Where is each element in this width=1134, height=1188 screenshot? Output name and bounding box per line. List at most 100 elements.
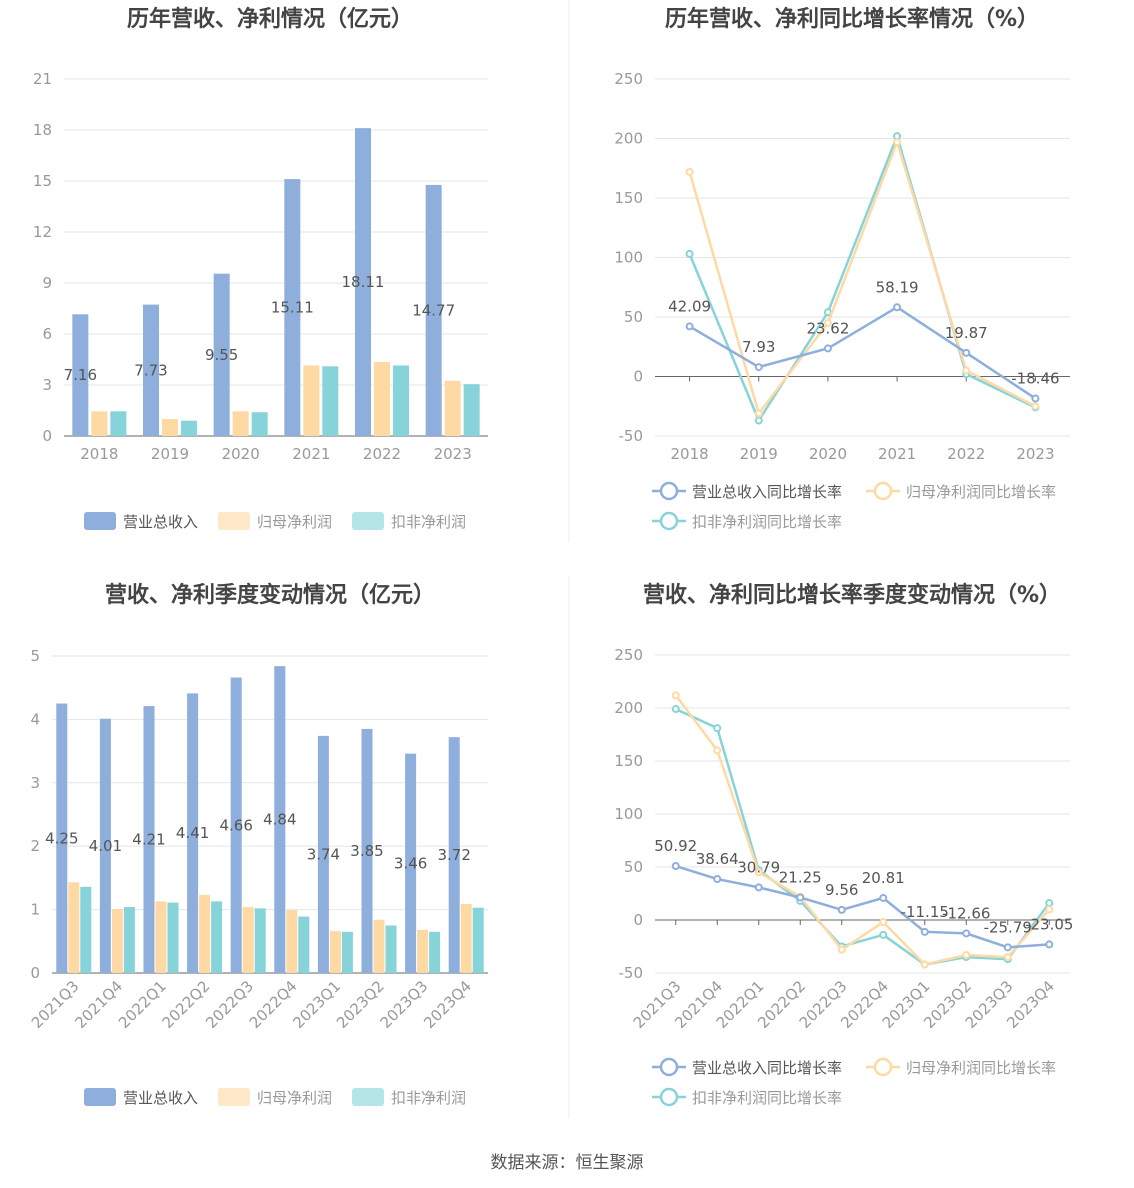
bar (303, 365, 320, 436)
legend-item: 扣非净利润同比增长率 (652, 1087, 842, 1107)
line-point (796, 893, 805, 902)
line-point (1003, 943, 1012, 952)
x-tick-label: 2022 (947, 445, 985, 463)
legend-swatch (84, 1088, 116, 1106)
y-tick-label: 100 (614, 805, 643, 823)
y-tick-label: 18 (33, 121, 52, 139)
line-point (754, 416, 763, 425)
bar (80, 886, 92, 973)
x-tick-label: 2022 (363, 445, 401, 463)
data-label: 15.11 (271, 299, 314, 317)
line-point (754, 409, 763, 418)
line-point (685, 167, 694, 176)
legend-item: 扣非净利润 (352, 512, 466, 531)
legend-swatch (352, 1088, 384, 1106)
bar (355, 128, 371, 436)
data-label: 7.16 (64, 366, 97, 384)
bar (211, 901, 223, 973)
bar (187, 693, 199, 973)
line-point (962, 950, 971, 959)
data-label: -25.79 (984, 918, 1032, 936)
x-tick-label: 2019 (151, 445, 189, 463)
legend-item: 扣非净利润同比增长率 (652, 511, 842, 531)
series-line (674, 694, 1051, 966)
legend-label: 扣非净利润同比增长率 (692, 513, 842, 531)
line-point (713, 724, 722, 733)
data-label: 30.79 (737, 858, 780, 876)
data-label: 7.93 (742, 338, 775, 356)
y-tick-label: 0 (30, 964, 40, 982)
legend-item: 扣非净利润 (352, 1088, 466, 1107)
x-tick-label: 2020 (809, 445, 847, 463)
line-point (1031, 394, 1040, 403)
data-label: 4.84 (263, 811, 296, 829)
x-tick-label: 2023 (434, 445, 472, 463)
legend-swatch-marker (873, 481, 893, 501)
y-tick-label: 150 (614, 752, 643, 770)
data-label: 9.56 (825, 881, 858, 899)
y-tick-label: 1 (30, 901, 40, 919)
line-point (754, 363, 763, 372)
y-tick-label: 4 (30, 710, 40, 728)
bar (251, 412, 268, 436)
data-label: 4.01 (89, 837, 122, 855)
line-point (671, 862, 680, 871)
line-point (1045, 899, 1054, 908)
data-label: 4.41 (176, 824, 209, 842)
legend-label: 营业总收入 (123, 513, 198, 531)
line-point (893, 303, 902, 312)
bar (448, 737, 460, 973)
legend-label: 归母净利润同比增长率 (906, 1059, 1056, 1077)
line-point (713, 746, 722, 755)
bar (181, 420, 197, 436)
bar (274, 666, 286, 973)
line-point (837, 905, 846, 914)
x-tick-label: 2021Q4 (71, 977, 126, 1032)
line-point (1045, 940, 1054, 949)
series-line (688, 305, 1037, 400)
legend-swatch (352, 512, 384, 530)
line-point (754, 868, 763, 877)
y-tick-label: 200 (614, 130, 643, 148)
data-label: -18.46 (1011, 369, 1059, 387)
x-tick-label: 2021 (878, 445, 916, 463)
data-label: 9.55 (205, 346, 238, 364)
legend-item: 归母净利润同比增长率 (866, 481, 1056, 501)
y-tick-label: 0 (633, 911, 643, 929)
bar (417, 929, 429, 973)
bar (99, 718, 111, 973)
bar (429, 931, 441, 973)
bar (329, 931, 341, 973)
line-point (823, 318, 832, 327)
line-point (893, 138, 902, 147)
data-label: 4.25 (45, 829, 78, 847)
series-line (675, 864, 1050, 949)
y-tick-label: 9 (42, 274, 52, 292)
legend-swatch (218, 512, 250, 530)
x-tick-label: 2023Q1 (289, 977, 344, 1032)
y-tick-label: 3 (42, 376, 52, 394)
y-tick-label: 5 (30, 647, 40, 665)
data-label: -12.66 (942, 904, 990, 922)
data-label: 3.85 (350, 842, 383, 860)
line-point (879, 918, 888, 927)
data-source-label: 数据来源：恒生聚源 (491, 1153, 644, 1173)
bar (361, 728, 373, 973)
line-point (671, 705, 680, 714)
legend-label: 归母净利润同比增长率 (906, 483, 1056, 501)
x-tick-label: 2022Q2 (159, 977, 214, 1032)
y-tick-label: 250 (614, 646, 643, 664)
legend-label: 归母净利润 (257, 1089, 332, 1107)
bar (56, 703, 68, 973)
line-point (1003, 953, 1012, 962)
line-point (1045, 905, 1054, 914)
data-label: 58.19 (876, 278, 919, 296)
line-point (754, 883, 763, 892)
bar (242, 907, 254, 973)
bar (111, 908, 123, 973)
legend-item: 归母净利润 (218, 1088, 332, 1107)
y-tick-label: 6 (42, 325, 52, 343)
x-tick-label: 2022Q4 (246, 977, 301, 1032)
x-tick-label: 2018 (80, 445, 118, 463)
